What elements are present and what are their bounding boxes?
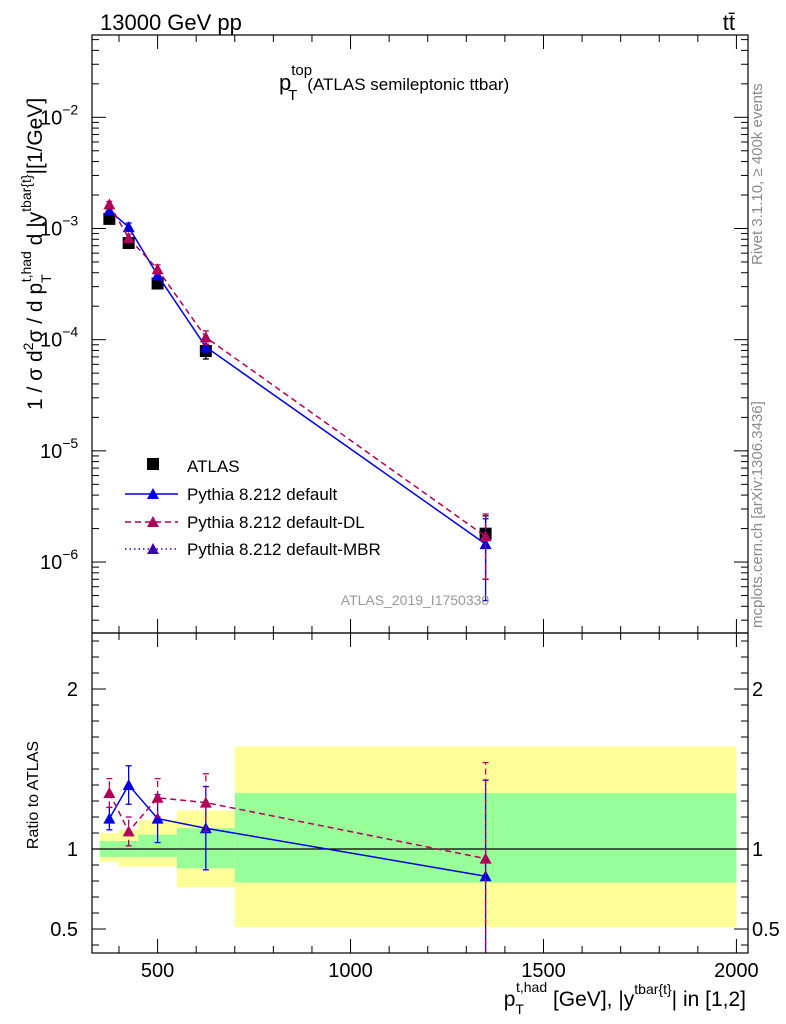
- main-panel: 10−6 10−5 10−4 10−3 10−2 ptop T(ATLAS semilep…: [18, 34, 749, 634]
- main-axis-ticks: [92, 35, 748, 633]
- data-point-pythia-8-212-default: [199, 340, 212, 352]
- ratio-point-pythia-8-212-default: [122, 779, 135, 790]
- data-point-pythia-8-212-default: [103, 204, 116, 216]
- legend-label-default-dl: Pythia 8.212 default-DL: [187, 513, 365, 532]
- main-y-tick-label: 10−6: [40, 546, 78, 574]
- ratio-y-tick-label-right: 1: [752, 839, 763, 861]
- legend-marker-atlas: [147, 458, 159, 470]
- main-y-axis-label: 1 / σ d2σ / d pTt,had d |ytbar{t}|[1/GeV…: [18, 98, 54, 410]
- x-tick-label: 2000: [714, 960, 759, 982]
- ratio-y-tick-label-right: 0.5: [752, 919, 780, 941]
- ratio-axis-ticks: [92, 633, 748, 953]
- ratio-y-tick-label-right: 2: [752, 679, 763, 701]
- ratio-panel: 0.5 0.5 1 1 2 2 500 1000 1500 2000 Ratio to ATLAS…: [25, 632, 780, 1017]
- x-tick-label: 1000: [328, 960, 373, 982]
- main-y-tick-label: 10−3: [40, 212, 78, 240]
- main-y-tick-label: 10−5: [40, 435, 78, 463]
- rivet-version-label: Rivet 3.1.10, ≥ 400k events: [749, 83, 766, 265]
- ratio-point-pythia-8-212-default: [103, 812, 116, 824]
- data-point-atlas: [103, 212, 116, 225]
- legend-label-default-mbr: Pythia 8.212 default-MBR: [187, 540, 381, 559]
- data-point-pythia-8-212-default-dl: [122, 232, 135, 244]
- uncertainty-band-green: [138, 834, 177, 857]
- data-point-pythia-8-212-default-dl: [199, 331, 212, 343]
- ratio-point-pythia-8-212-default-dl: [199, 796, 212, 808]
- ratio-point-pythia-8-212-default: [479, 870, 492, 882]
- legend-marker-default-dl: [147, 516, 159, 527]
- ratio-point-pythia-8-212-default-dl: [103, 787, 116, 798]
- data-point-pythia-8-212-default: [151, 269, 164, 281]
- energy-label: 13000 GeV pp: [100, 10, 242, 35]
- legend-marker-default-mbr: [147, 543, 159, 554]
- ratio-y-tick-label: 0.5: [50, 919, 78, 941]
- data-point-pythia-8-212-default: [122, 221, 135, 233]
- data-point-pythia-8-212-default-dl: [103, 198, 116, 210]
- ratio-frame: [91, 632, 749, 954]
- data-point-pythia-8-212-default-dl: [151, 263, 164, 275]
- ratio-y-tick-label: 1: [67, 839, 78, 861]
- main-y-tick-label: 10−4: [40, 324, 78, 352]
- main-y-tick-label: 10−2: [40, 101, 78, 129]
- mcplots-label: mcplots.cern.ch [arXiv:1306.3436]: [749, 401, 766, 628]
- ratio-plot-area: [92, 746, 748, 953]
- ratio-point-pythia-8-212-default: [151, 812, 164, 824]
- legend-marker-default: [147, 488, 159, 499]
- x-tick-label: 1500: [521, 960, 566, 982]
- legend: ATLAS Pythia 8.212 default Pythia 8.212 …: [125, 457, 381, 559]
- x-axis-label: pTt,had [GeV], |ytbar{t}| in [1,2]: [504, 979, 746, 1017]
- ratio-point-pythia-8-212-default-dl: [479, 852, 492, 864]
- data-point-pythia-8-212-default-dl: [479, 530, 492, 542]
- analysis-watermark: ATLAS_2019_I1750330: [341, 592, 490, 608]
- main-plot-area: [103, 198, 492, 602]
- ratio-point-pythia-8-212-default-dl: [151, 791, 164, 803]
- legend-label-atlas: ATLAS: [187, 457, 240, 476]
- ratio-y-axis-label: Ratio to ATLAS: [25, 741, 42, 849]
- ratio-y-tick-label: 2: [67, 679, 78, 701]
- ratio-tick-labels: 0.5 0.5 1 1 2 2 500 1000 1500 2000: [50, 679, 780, 982]
- legend-label-default: Pythia 8.212 default: [187, 485, 338, 504]
- ratio-line-pythia-8-212-default-dl: [108, 792, 486, 860]
- process-label: tt̄: [723, 10, 735, 35]
- main-y-tick-labels: 10−6 10−5 10−4 10−3 10−2: [40, 101, 78, 574]
- ratio-point-pythia-8-212-default-dl: [122, 825, 135, 837]
- x-tick-label: 500: [141, 960, 174, 982]
- main-title: ptop T(ATLAS semileptonic ttbar): [279, 62, 509, 104]
